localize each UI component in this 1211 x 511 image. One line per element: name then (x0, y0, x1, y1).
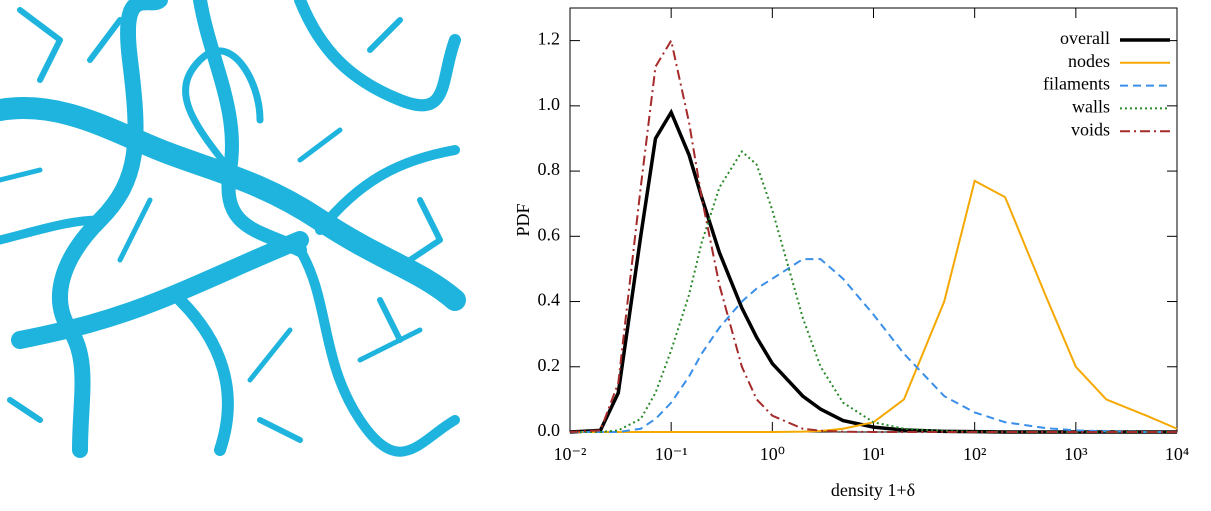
y-tick-label: 0.0 (538, 420, 561, 440)
x-tick-label: 10⁰ (760, 444, 785, 464)
web-render (0, 0, 466, 458)
x-tick-label: 10¹ (862, 444, 885, 464)
y-tick-label: 1.0 (538, 94, 561, 114)
y-tick-label: 1.2 (538, 29, 561, 49)
x-axis-label: density 1+δ (831, 480, 915, 500)
y-axis-label: PDF (513, 203, 533, 236)
y-tick-label: 0.2 (538, 355, 561, 375)
series-line (570, 179, 1178, 433)
x-tick-label: 10⁻¹ (655, 444, 688, 464)
series-line (569, 37, 1177, 433)
series-line (570, 258, 1177, 433)
series-line (569, 108, 1177, 434)
plot-frame (569, 7, 1178, 433)
legend-label: nodes (1068, 51, 1110, 71)
legend-label: voids (1071, 119, 1110, 139)
x-tick-label: 10⁻² (554, 444, 587, 464)
y-tick-label: 0.6 (538, 224, 561, 244)
legend-label: filaments (1043, 74, 1110, 94)
x-tick-label: 10² (963, 444, 986, 464)
series-line (570, 149, 1177, 433)
legend-label: walls (1072, 97, 1110, 117)
y-tick-label: 0.4 (538, 290, 561, 310)
x-tick-label: 10³ (1064, 444, 1088, 464)
x-tick-label: 10⁴ (1165, 444, 1189, 464)
legend-label: overall (1060, 28, 1110, 48)
y-tick-label: 0.8 (538, 159, 561, 179)
